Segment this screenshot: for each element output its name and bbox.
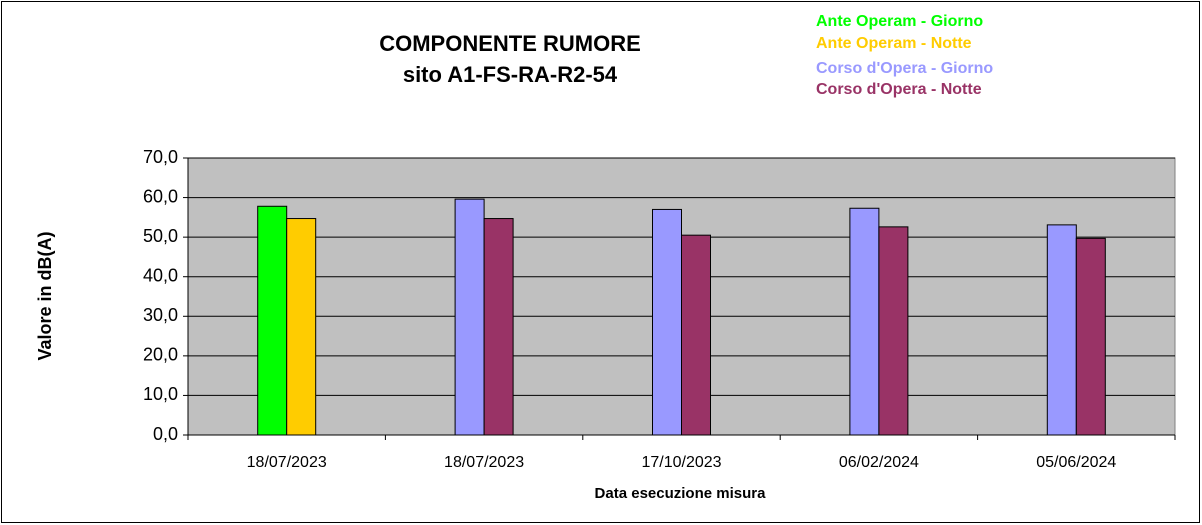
- bar: [652, 208, 682, 436]
- chart-subtitle: sito A1-FS-RA-R2-54: [403, 62, 618, 87]
- y-tick-label: 50,0: [143, 226, 178, 246]
- bar: [849, 207, 880, 436]
- legend-entry: Corso d'Opera - Notte: [816, 81, 982, 98]
- bar: [483, 218, 514, 436]
- y-tick-label: 60,0: [143, 186, 178, 206]
- y-tick-label: 20,0: [143, 345, 178, 365]
- bar: [454, 198, 485, 436]
- x-axis-title: Data esecuzione misura: [595, 485, 767, 502]
- bar: [1075, 237, 1106, 436]
- bar: [1046, 224, 1077, 436]
- y-tick-label: 30,0: [143, 305, 178, 325]
- x-tick-label: 18/07/2023: [247, 454, 327, 471]
- bar: [257, 205, 288, 436]
- y-tick-label: 40,0: [143, 265, 178, 285]
- legend-entry: Ante Operam - Giorno: [816, 13, 983, 30]
- legend-entry: Corso d'Opera - Giorno: [816, 60, 993, 77]
- bar: [878, 226, 909, 436]
- bar: [286, 218, 317, 436]
- y-tick-label: 70,0: [143, 147, 178, 167]
- y-tick-label: 10,0: [143, 384, 178, 404]
- x-tick-label: 17/10/2023: [641, 454, 721, 471]
- chart-title: COMPONENTE RUMORE: [379, 31, 641, 56]
- y-tick-label: 0,0: [153, 424, 178, 444]
- y-axis-title: Valore in dB(A): [35, 231, 55, 360]
- x-tick-label: 06/02/2024: [839, 454, 919, 471]
- x-tick-label: 05/06/2024: [1036, 454, 1116, 471]
- x-tick-label: 18/07/2023: [444, 454, 524, 471]
- legend-entry: Ante Operam - Notte: [816, 35, 972, 52]
- bar: [681, 234, 711, 436]
